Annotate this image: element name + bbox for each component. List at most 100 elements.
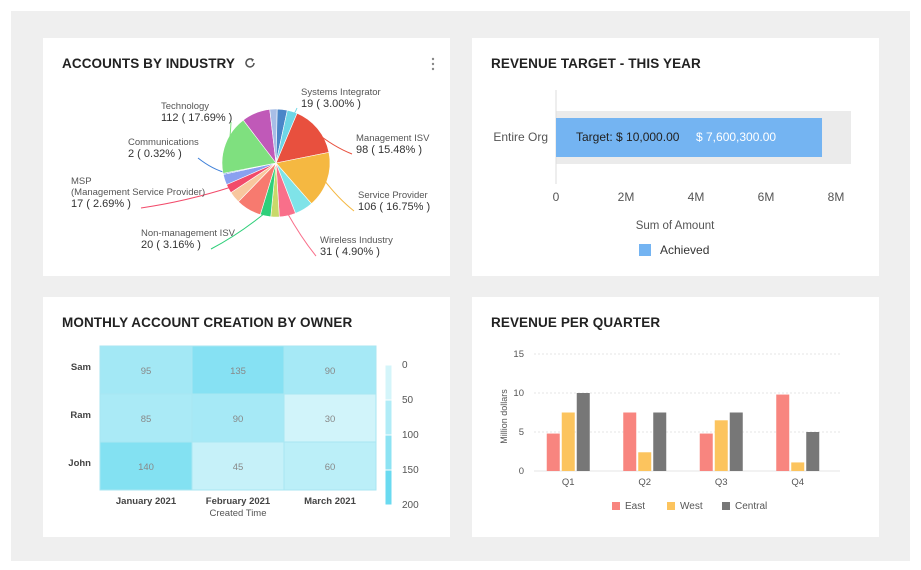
heatmap-cell-value: 60 [325,462,336,473]
heatmap-column-label: January 2021 [116,496,177,507]
pie-leader-line [228,121,232,146]
x-tick-label: 8M [828,190,845,204]
heatmap-cell[interactable] [283,441,377,491]
heatmap-cell-value: 30 [325,414,336,425]
heatmap-cell[interactable] [191,441,285,491]
monthly-account-creation-card: MONTHLY ACCOUNT CREATION BY OWNER Sam 95 1… [43,297,450,537]
card-title: ACCOUNTS BY INDUSTRY [62,56,236,71]
heatmap-cell[interactable] [99,345,193,395]
heatmap-cell-value: 135 [230,366,246,377]
quarter-bar[interactable] [729,412,743,472]
x-axis-label: Sum of Amount [636,220,715,232]
pie-slice-value: 2 ( 0.32% ) [128,148,182,160]
heatmap-x-axis-label: Created Time [209,508,266,519]
quarter-bar[interactable] [653,412,667,472]
pie-slice-label: MSP [71,176,92,187]
kebab-menu-icon[interactable] [430,56,436,72]
y-axis-label: Million dollars [499,389,509,444]
pie-slice[interactable] [275,112,330,164]
quarter-bar[interactable] [776,394,790,471]
pie-slice-label: Service Provider [358,190,428,201]
card-title: REVENUE TARGET - THIS YEAR [491,56,701,71]
quarter-bar[interactable] [576,393,590,471]
heatmap-cell[interactable] [191,393,285,443]
heatmap-cell[interactable] [283,345,377,395]
quarter-bar[interactable] [791,462,805,471]
heatmap-column-label: March 2021 [304,496,356,507]
legend-swatch[interactable] [612,502,620,510]
category-label: Entire Org [493,130,548,144]
pie-slice-value: 112 ( 17.69% ) [161,112,232,124]
legend-swatch[interactable] [667,502,675,510]
revenue-per-quarter-card: REVENUE PER QUARTER 0 5 10 15 Million dollar… [472,297,879,537]
pie-slice-label: Non-management ISV [141,228,236,239]
quarter-bar[interactable] [638,452,652,471]
pie-slice-label: Communications [128,137,199,148]
heatmap-row-label: Ram [70,410,91,421]
quarter-bar[interactable] [806,432,820,471]
quarter-bar-chart: 0 5 10 15 Million dollars Q1 Q2 Q3 Q4 East West Cen… [499,349,840,512]
target-label: Target: $ 10,000.00 [576,130,680,144]
legend-swatch[interactable] [722,502,730,510]
legend-label[interactable]: East [625,501,645,512]
revenue-target-card: REVENUE TARGET - THIS YEAR Entire Org Tar… [472,38,879,276]
pie-slice[interactable] [275,109,298,164]
heatmap-cell-value: 90 [325,366,336,377]
card-title: REVENUE PER QUARTER [491,315,661,330]
pie-leader-line [210,211,267,250]
accounts-by-industry-card: ACCOUNTS BY INDUSTRY Management ISV 98 ( … [43,38,450,276]
pie-leader-line [140,186,233,209]
quarter-bar[interactable] [546,433,560,471]
heatmap-row-label: Sam [71,362,91,373]
quarter-bar[interactable] [561,412,575,472]
pie-slice[interactable] [221,119,277,174]
pie-slice-value: 17 ( 2.69% ) [71,198,131,210]
heatmap-cell-value: 140 [138,462,154,473]
quarter-bar[interactable] [699,433,713,471]
x-tick-label: 2M [618,190,635,204]
heatmap-cell-value: 45 [233,462,244,473]
quarter-bar[interactable] [623,412,637,472]
legend-swatch[interactable] [639,244,651,256]
color-scale-tick: 50 [402,395,414,406]
pie-slice-label: Technology [161,101,209,112]
achieved-bar[interactable] [556,118,823,157]
color-scale-tick: 0 [402,360,408,371]
heatmap-cell[interactable] [283,393,377,443]
pie-slice-value: 19 ( 3.00% ) [301,98,361,110]
y-tick-label: 0 [519,466,524,477]
heatmap-column-label: February 2021 [206,496,271,507]
quarter-bar[interactable] [714,420,728,471]
pie-leader-line [290,107,298,116]
pie-slice-label: Wireless Industry [320,235,393,246]
heatmap-row-label: John [68,458,91,469]
pie-slice-label: Systems Integrator [301,87,381,98]
legend-label[interactable]: Achieved [660,243,709,257]
x-tick-label: Q1 [562,477,575,488]
achieved-value-label: $ 7,600,300.00 [696,130,776,144]
refresh-icon[interactable] [243,56,257,70]
color-scale-segment [384,434,393,471]
legend-label[interactable]: West [680,501,703,512]
heatmap-cell[interactable] [99,393,193,443]
x-tick-label: 4M [688,190,705,204]
x-tick-label: Q2 [638,477,651,488]
x-tick-label: 6M [758,190,775,204]
pie-leader-line [322,178,355,212]
pie-slice-label: Management ISV [356,133,430,144]
heatmap-cell-value: 85 [141,414,152,425]
pie-slice[interactable] [275,152,331,205]
pie-slice-label: (Management Service Provider) [71,187,205,198]
pie-leader-line [314,131,353,155]
revenue-target-chart: Entire Org Target: $ 10,000.00 $ 7,600,300… [493,90,851,257]
card-title: MONTHLY ACCOUNT CREATION BY OWNER [62,315,353,330]
color-scale-tick: 200 [402,500,419,511]
heatmap-cell-value: 90 [233,414,244,425]
x-tick-label: Q4 [791,477,804,488]
color-scale-segment [384,364,393,401]
legend-label[interactable]: Central [735,501,767,512]
x-tick-label: Q3 [715,477,728,488]
pie-slice-value: 31 ( 4.90% ) [320,246,380,258]
y-tick-label: 10 [513,388,524,399]
y-tick-label: 5 [519,427,524,438]
